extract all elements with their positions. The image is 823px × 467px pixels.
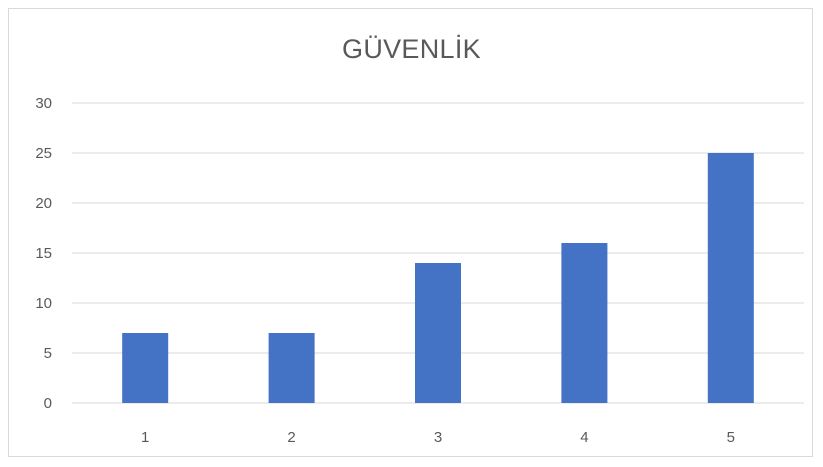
chart-title: GÜVENLİK (342, 34, 481, 64)
y-tick-label: 30 (35, 95, 52, 112)
y-tick-label: 25 (35, 145, 52, 162)
bar-4 (561, 243, 608, 403)
y-tick-label: 15 (35, 245, 52, 262)
y-tick-label: 10 (35, 295, 52, 312)
bar-2 (268, 333, 315, 403)
bars (122, 153, 754, 403)
y-tick-label: 0 (44, 395, 52, 412)
x-tick-label: 5 (727, 429, 735, 446)
y-tick-label: 20 (35, 195, 52, 212)
x-tick-label: 2 (287, 429, 295, 446)
bar-5 (707, 153, 754, 403)
bar-1 (122, 333, 169, 403)
x-tick-label: 4 (580, 429, 588, 446)
x-tick-label: 1 (141, 429, 149, 446)
x-axis-ticks: 1 2 3 4 5 (141, 429, 735, 446)
x-tick-label: 3 (434, 429, 442, 446)
y-tick-label: 5 (44, 345, 52, 362)
bar-3 (415, 263, 461, 403)
y-axis-ticks: 0 5 10 15 20 25 30 (35, 95, 52, 412)
